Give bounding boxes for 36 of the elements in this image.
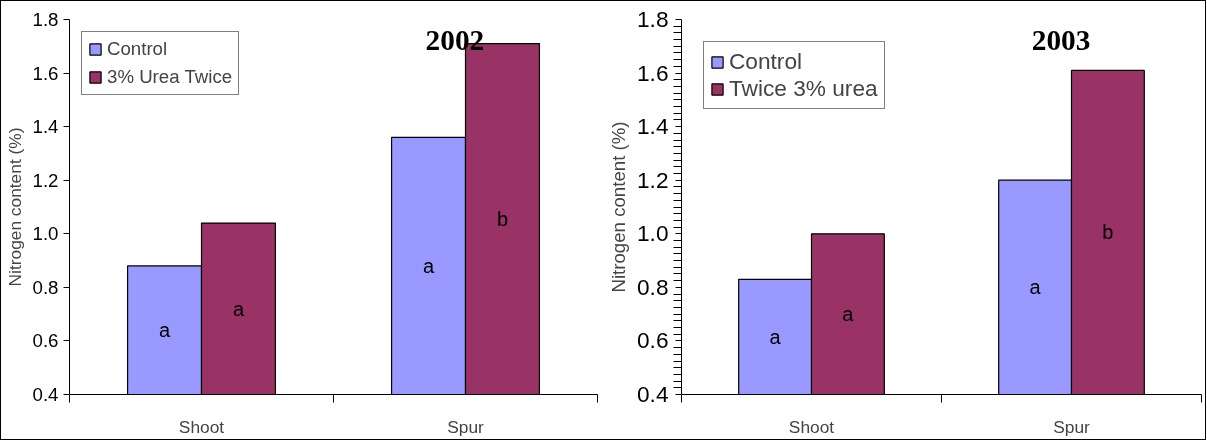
y-tick-label: 1.4 [637,113,669,140]
y-axis-title: Nitrogen content (%) [4,127,25,287]
legend-label: Control [729,48,803,75]
y-tick-label: 1.8 [637,6,669,32]
y-tick-label: 0.8 [637,273,669,300]
y-tick-label: 1.4 [32,116,59,138]
data-label: a [842,303,855,326]
y-tick-label: 0.6 [637,327,669,354]
y-tick-label: 1.6 [637,59,669,86]
y-tick-label: 1.8 [32,9,59,30]
chart-title: 2003 [1031,23,1091,56]
data-label: a [769,325,782,348]
y-tick-label: 1.2 [32,169,59,191]
chart-title: 2002 [425,23,485,56]
y-tick-label: 0.4 [637,381,669,407]
legend-label: Twice 3% urea [729,75,878,102]
data-label: a [422,254,435,277]
x-tick-label: Spur [1053,416,1091,437]
x-tick-label: Spur [447,416,485,437]
x-tick-label: Shoot [788,416,835,437]
y-tick-label: 0.4 [32,384,59,405]
y-tick-label: 0.8 [32,276,59,298]
data-label: b [1102,221,1114,244]
data-label: a [1029,276,1042,299]
data-label: a [158,319,171,342]
legend-label: 3% Urea Twice [107,66,233,88]
data-label: a [232,297,245,320]
x-tick-label: Shoot [178,416,225,437]
data-label: b [496,208,509,231]
y-tick-label: 1.0 [32,223,59,245]
y-tick-label: 1.2 [637,166,669,193]
y-tick-label: 0.6 [32,330,59,352]
y-axis-title: Nitrogen content (%) [608,121,629,293]
y-tick-label: 1.6 [32,62,59,84]
y-tick-label: 1.0 [637,220,669,247]
legend-label: Control [107,38,168,60]
